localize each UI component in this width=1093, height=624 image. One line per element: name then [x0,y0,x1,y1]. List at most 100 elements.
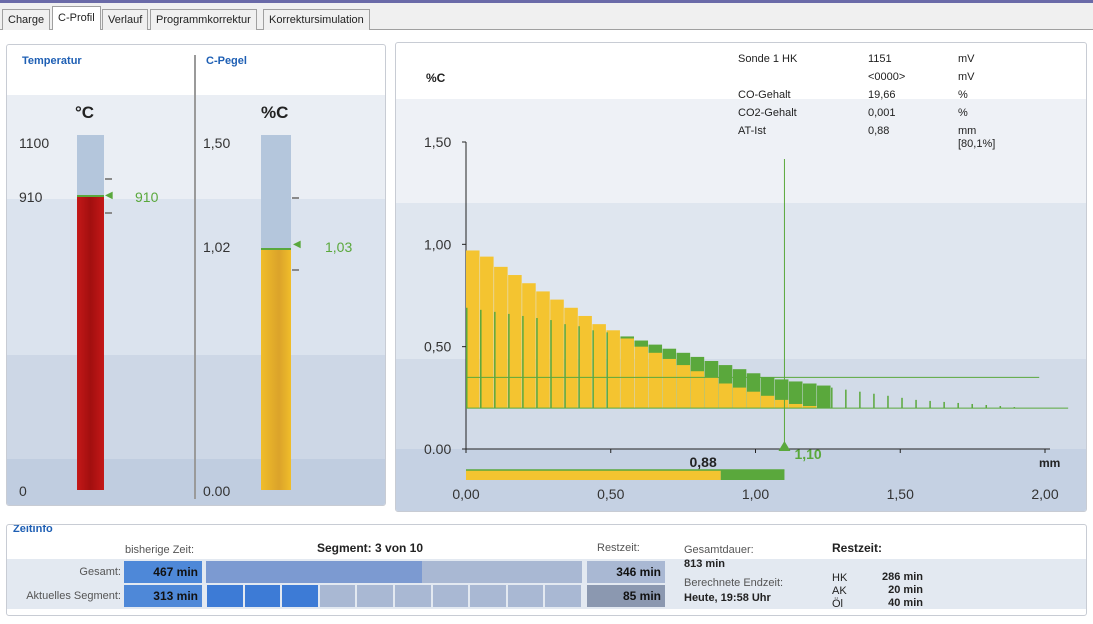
zeitinfo-total-label: Gesamt: [79,566,121,578]
bar-carbon-green [466,307,468,409]
temperature-setpoint-marker-icon: ◀ [105,190,113,201]
bar-carbon-green [971,403,973,409]
chart-panel: %C mm Sonde 1 HK 1151 mV <0000> mV CO-Ge… [395,42,1087,512]
zeitinfo-segment-remaining: 85 min [587,585,665,607]
info-unit-at: mm [958,125,977,137]
segment-block [207,585,243,607]
x-tick-label: 0,50 [597,486,624,502]
temperature-bar-fill [77,196,104,490]
restzeit-oel-value: 40 min [888,597,923,609]
bar-carbon-green [788,381,803,409]
info-unit-co2: % [958,107,968,119]
carbon-tick-min: 0.00 [203,483,231,499]
bar-carbon-green [915,399,917,409]
bar-carbon-yellow [592,324,606,409]
bar-carbon-yellow [662,358,677,409]
band-2 [7,199,385,355]
carbon-unit: %C [261,103,289,122]
temperature-tick-actual: 910 [19,189,43,205]
segment-block [357,585,393,607]
bar-carbon-green [985,404,988,409]
bar-carbon-green [887,395,889,409]
restzeit-title: Restzeit: [832,541,883,555]
info-value-sonde: 1151 [868,53,892,65]
bar-carbon-yellow [704,377,719,409]
info-label-co: CO-Gehalt [738,89,791,101]
bar-carbon-yellow [578,315,592,409]
bar-carbon-green [831,387,833,409]
band-3 [7,355,385,459]
bar-carbon-green [873,393,875,409]
bar-carbon-green [901,397,903,409]
bar-carbon-green [999,406,1002,409]
actual-value-label: 0,88 [690,454,717,470]
gauge-divider [194,55,196,499]
restzeit-oel-label: Öl [832,598,843,610]
temperature-setpoint-line [77,195,104,198]
zeitinfo-total-remaining: 346 min [587,561,665,583]
band-4 [7,459,385,505]
progress-green [720,470,785,480]
cursor-marker-icon [778,441,791,451]
endzeit-label: Berechnete Endzeit: [684,577,784,589]
cursor-value-label: 1,10 [794,446,821,462]
bar-carbon-yellow [718,383,733,409]
bar-carbon-green [480,309,482,409]
tab-korrektursimulation[interactable]: Korrektursimulation [263,9,370,31]
info-unit-sonde: mV [958,53,975,65]
bar-carbon-green [817,385,831,409]
restzeit-hk-label: HK [832,572,848,584]
temperature-setpoint-value: 910 [135,189,159,205]
restzeit-ak-label: AK [832,585,847,597]
info-unit-raw: mV [958,71,975,83]
tab-programmkorrektur[interactable]: Programmkorrektur [150,9,257,31]
zeitinfo-segment-elapsed: 313 min [124,585,202,607]
tab-c-profil[interactable]: C-Profil [52,6,101,32]
zeitinfo-segment-row-label: Aktuelles Segment: [26,590,121,602]
c-profile-chart: 1,50 1,00 0,50 0.00 0,00 0,50 1,00 1,50 2,00 1,10… [424,134,1069,502]
x-tick-label: 0,00 [452,486,479,502]
bar-carbon-green [859,391,861,409]
segment-block [282,585,318,607]
bar-carbon-green [536,318,538,409]
x-tick-label: 1,00 [742,486,769,502]
bar-carbon-green [522,315,524,409]
info-label-co2: CO2-Gehalt [738,107,797,119]
bar-carbon-yellow [466,250,480,409]
tab-verlauf[interactable]: Verlauf [102,9,149,31]
zeitinfo-panel: Zeitinfo bisherige Zeit: Segment: 3 von … [6,524,1087,616]
bar-carbon-green [957,402,959,409]
bar-carbon-yellow [746,391,761,409]
segment-block [432,585,469,607]
zeitinfo-elapsed-header: bisherige Zeit: [125,544,195,556]
info-label-at: AT-Ist [738,125,766,137]
bar-carbon-green [508,313,510,409]
bar-carbon-yellow [774,399,789,409]
temperature-header: Temperatur [22,55,82,67]
zeitinfo-total-progress-fill [206,561,423,583]
bar-carbon-yellow [788,403,803,409]
title-strip [0,0,1093,3]
zeitinfo-title: Zeitinfo [11,524,55,535]
y-tick-label: 1,00 [424,236,451,252]
bar-carbon-green [802,383,817,409]
gesamtdauer-value: 813 min [684,558,725,570]
bar-carbon-green [606,332,608,409]
zeitinfo-segment-label: Segment: 3 von 10 [317,541,424,555]
bar-carbon-yellow [606,330,620,409]
c-profil-view: Temperatur C-Pegel °C 1100 910 0 ◀ 910 %… [0,30,1093,624]
bar-carbon-green [578,326,580,409]
bar-carbon-green [943,401,945,409]
bar-carbon-yellow [648,352,663,409]
carbon-tick-actual: 1,02 [203,239,231,255]
tab-charge[interactable]: Charge [2,9,51,31]
carbon-setpoint-value: 1,03 [325,239,353,255]
tab-bar: Charge C-Profil Verlauf Programmkorrektu… [0,3,1093,32]
bar-carbon-green [494,311,496,409]
c-pegel-header: C-Pegel [206,55,247,67]
gauge-panel: Temperatur C-Pegel °C 1100 910 0 ◀ 910 %… [6,44,386,506]
bar-carbon-yellow [802,406,817,409]
temperature-unit: °C [75,103,95,122]
x-tick-label: 2,00 [1031,486,1058,502]
segment-block [395,585,431,607]
